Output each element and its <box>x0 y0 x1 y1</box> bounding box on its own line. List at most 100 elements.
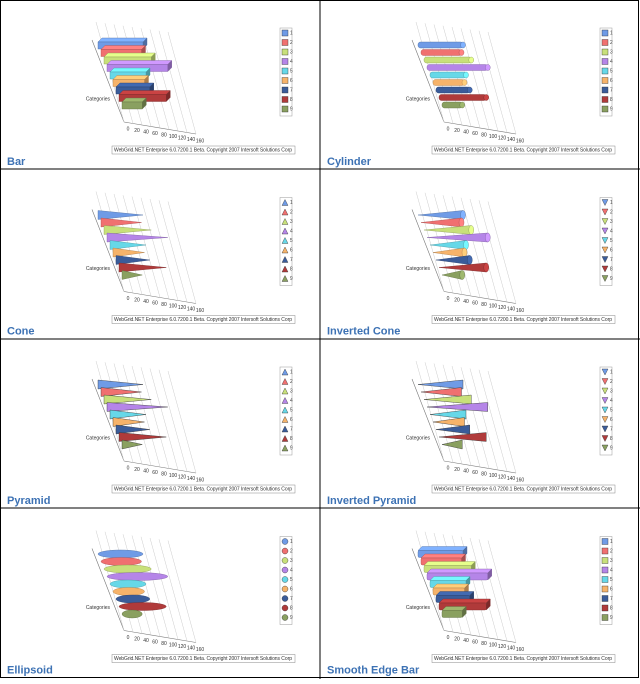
bar-cap <box>460 41 466 49</box>
legend-label: 1 <box>610 539 613 545</box>
legend-box <box>599 27 613 117</box>
x-tick-label: 40 <box>463 638 469 644</box>
bar <box>103 225 152 235</box>
legend-marker <box>601 425 609 433</box>
legend-marker <box>281 58 289 65</box>
bar-top <box>103 52 156 58</box>
x-tick-label: 100 <box>489 303 498 309</box>
x-tick-label: 40 <box>463 299 469 305</box>
legend-label: 3 <box>290 49 293 55</box>
axis-line <box>411 209 445 292</box>
bar-top <box>423 561 476 566</box>
caption: Smooth Edge Bar <box>327 664 420 676</box>
x-tick-label: 160 <box>196 647 205 653</box>
grid-line <box>167 31 197 135</box>
bar <box>417 41 464 49</box>
legend-marker <box>281 218 289 225</box>
bar-cap <box>461 79 468 86</box>
legend-marker <box>601 604 609 612</box>
grid-line <box>131 196 161 298</box>
x-tick-label: 160 <box>516 647 525 653</box>
legend-label: 6 <box>290 78 293 84</box>
legend-marker <box>281 557 289 564</box>
legend-label: 4 <box>610 59 613 65</box>
bar <box>112 417 145 427</box>
legend-marker <box>601 199 609 206</box>
bar-cap <box>461 247 468 258</box>
x-tick-label: 100 <box>169 642 178 648</box>
legend-marker <box>281 416 289 423</box>
legend-label: 3 <box>290 219 293 225</box>
legend-marker <box>281 246 289 254</box>
footer-box <box>111 145 296 155</box>
legend-label: 5 <box>290 577 293 583</box>
legend-box <box>279 366 293 456</box>
grid-line <box>415 21 445 123</box>
legend-label: 4 <box>290 228 293 234</box>
bar-cap <box>468 225 474 235</box>
bar <box>118 602 167 611</box>
y-axis-label: Categories <box>406 266 431 272</box>
footer: WebGrid.NET Enterprise 6.0.7200.1 Beta. … <box>114 317 292 323</box>
grid-line <box>469 29 499 132</box>
x-tick-label: 120 <box>178 135 187 141</box>
legend-label: 5 <box>610 577 613 583</box>
grid-line <box>167 370 197 474</box>
bar <box>115 424 150 435</box>
bar <box>441 610 463 618</box>
grid-line <box>158 539 188 642</box>
bar <box>426 402 488 412</box>
axis-line <box>91 209 125 292</box>
bar-cap <box>467 255 473 265</box>
legend-label: 1 <box>610 200 613 206</box>
legend-label: 9 <box>290 445 293 451</box>
legend-label: 9 <box>610 276 613 282</box>
x-tick-label: 160 <box>516 308 525 314</box>
bar-top <box>435 591 475 596</box>
legend-marker <box>601 538 609 545</box>
bar <box>115 255 150 265</box>
legend-box <box>279 27 293 117</box>
bar <box>432 417 465 427</box>
bar <box>429 71 467 79</box>
legend-label: 1 <box>610 30 613 36</box>
bar <box>97 210 144 220</box>
legend-marker <box>281 566 289 574</box>
footer-box <box>431 484 616 494</box>
bar <box>121 439 143 450</box>
x-tick-label: 20 <box>134 636 140 642</box>
x-tick-label: 0 <box>127 296 130 302</box>
legend-label: 7 <box>290 426 293 432</box>
legend-label: 3 <box>610 558 613 564</box>
bar <box>420 387 462 397</box>
grid-line <box>487 31 517 135</box>
bar-cap <box>467 86 473 94</box>
legend-marker <box>601 48 609 56</box>
footer: WebGrid.NET Enterprise 6.0.7200.1 Beta. … <box>114 656 292 662</box>
legend-box <box>599 197 613 286</box>
legend-label: 8 <box>610 97 613 103</box>
bar <box>112 247 145 258</box>
legend-label: 6 <box>610 247 613 253</box>
legend-marker <box>281 105 289 113</box>
x-tick-label: 40 <box>143 638 149 644</box>
legend-label: 5 <box>290 68 293 74</box>
bar <box>112 587 145 596</box>
legend-label: 7 <box>290 257 293 263</box>
bar <box>103 394 152 405</box>
bar <box>438 94 487 101</box>
caption: Cone <box>7 325 35 337</box>
bar-cap <box>459 270 465 280</box>
x-tick-label: 120 <box>178 474 187 480</box>
x-tick-label: 120 <box>498 644 507 650</box>
bar <box>441 101 463 109</box>
grid-line <box>469 198 499 301</box>
x-tick-label: 80 <box>481 641 487 647</box>
x-tick-label: 60 <box>152 300 158 306</box>
grid-line <box>149 29 179 132</box>
legend-label: 4 <box>610 228 613 234</box>
legend-marker <box>281 397 289 404</box>
legend-marker <box>281 96 289 103</box>
x-tick-label: 80 <box>481 471 487 477</box>
legend-label: 5 <box>610 68 613 74</box>
